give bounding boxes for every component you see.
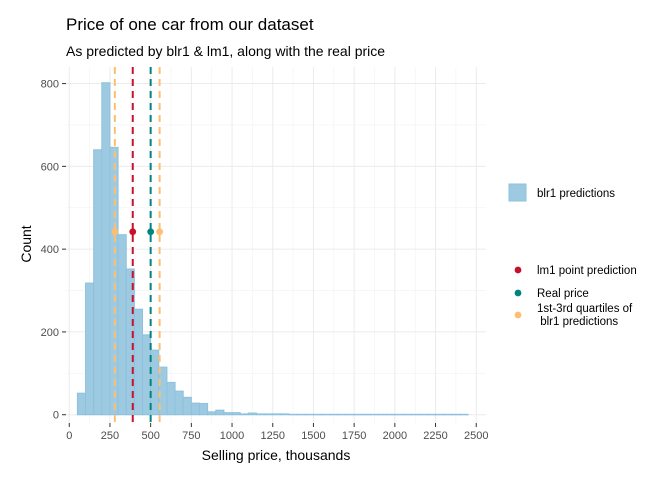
histogram-bar (394, 413, 404, 416)
histogram-bar (142, 334, 152, 416)
x-tick-label: 1750 (342, 430, 366, 442)
legend-point-key (514, 311, 522, 319)
y-tick-label: 600 (41, 161, 59, 173)
histogram-bar (101, 82, 111, 416)
histogram-bar (451, 413, 461, 416)
legend-fill-label: blr1 predictions (537, 188, 615, 200)
histogram-bar (296, 413, 306, 416)
x-tick-label: 1000 (220, 430, 244, 442)
legend-point-key (514, 289, 522, 297)
x-tick-label: 1500 (301, 430, 325, 442)
histogram-bar (272, 413, 282, 416)
x-tick-label: 750 (182, 430, 200, 442)
reference-point (111, 228, 119, 236)
histogram-bar (182, 396, 192, 416)
legend: blr1 predictions lm1 point prediction Real… (508, 183, 637, 328)
histogram-bar (190, 402, 200, 416)
y-tick-label: 400 (41, 244, 59, 256)
histogram-bar (402, 413, 412, 416)
reference-point (147, 228, 155, 236)
x-tick-label: 2000 (383, 430, 407, 442)
histogram-bar (426, 413, 437, 416)
histogram-bar (321, 413, 331, 416)
histogram-bar (435, 413, 445, 416)
histogram-bar (418, 413, 428, 416)
legend-point-label-line: blr1 predictions (537, 316, 618, 328)
histogram-bar (410, 413, 420, 416)
chart-title: Price of one car from our dataset (66, 15, 314, 34)
histogram-bar (345, 413, 355, 416)
histogram-bar (198, 403, 209, 416)
histogram-bar (288, 413, 298, 416)
legend-fill-key (508, 183, 527, 202)
histogram-bar (231, 412, 241, 416)
histogram-bar (369, 413, 380, 416)
histogram-bar (76, 392, 87, 416)
x-tick-label: 2500 (464, 430, 488, 442)
x-tick-label: 1250 (261, 430, 285, 442)
histogram-bar (264, 413, 274, 416)
legend-point-label: 1st-3rd quartiles of blr1 predictions (537, 303, 633, 328)
histogram-bar (304, 413, 314, 416)
y-axis-ticks: 0 200 400 600 800 (41, 79, 66, 422)
histogram-bar (117, 234, 127, 416)
y-tick-label: 200 (41, 327, 59, 339)
x-tick-label: 2250 (423, 430, 447, 442)
histogram-bar (443, 413, 453, 416)
histogram-bars (76, 82, 469, 416)
histogram-bar (247, 412, 257, 416)
reference-point (129, 228, 137, 236)
histogram-bar (280, 413, 290, 416)
histogram-bar (312, 413, 323, 416)
y-axis-label: Count (18, 225, 34, 262)
x-tick-label: 500 (141, 430, 159, 442)
histogram-bar (386, 413, 396, 416)
histogram-bar (223, 412, 233, 416)
legend-point-key (514, 266, 522, 274)
legend-point-label: lm1 point prediction (537, 265, 637, 277)
x-tick-label: 250 (101, 430, 119, 442)
histogram-bar (329, 413, 339, 416)
histogram-bar (378, 413, 388, 416)
y-tick-label: 0 (53, 410, 59, 422)
x-axis-ticks: 0 250 500 750 1000 1250 1500 1750 2000 2250 2500 (66, 423, 488, 442)
y-tick-label: 800 (41, 79, 59, 91)
histogram-bar (239, 413, 249, 416)
histogram-bar (353, 413, 363, 416)
x-tick-label: 0 (66, 430, 72, 442)
histogram-bar (174, 390, 184, 416)
histogram-bar (150, 349, 160, 416)
reference-points (111, 228, 164, 236)
legend-point-label: Real price (537, 288, 589, 300)
histogram-bar (337, 413, 347, 416)
histogram-bar (215, 409, 225, 416)
histogram-bar (93, 149, 103, 416)
histogram-bar (459, 413, 469, 416)
reference-point (156, 228, 164, 236)
chart-subtitle: As predicted by blr1 & lm1, along with t… (66, 43, 386, 59)
histogram-bar (133, 308, 144, 416)
histogram-bar (85, 282, 95, 416)
histogram-bar (166, 381, 176, 416)
histogram-bar (207, 411, 217, 416)
histogram-bar (255, 413, 266, 416)
x-axis-label: Selling price, thousands (202, 447, 351, 463)
legend-point-label-line: 1st-3rd quartiles of (537, 303, 633, 315)
histogram-bar (361, 413, 371, 416)
